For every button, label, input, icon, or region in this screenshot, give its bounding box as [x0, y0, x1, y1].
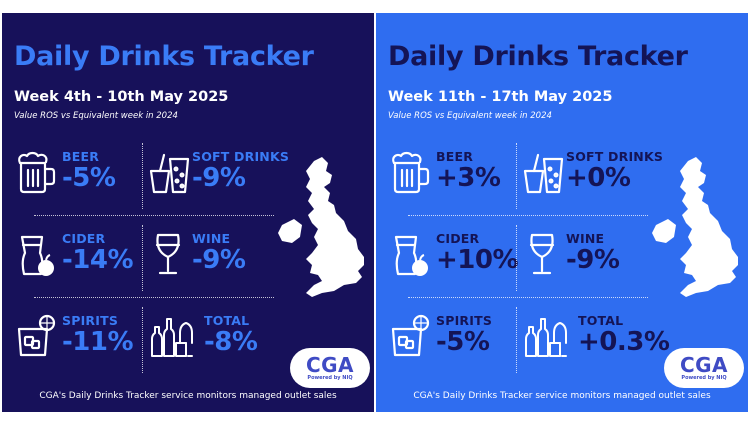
cider-glass-icon — [14, 231, 58, 277]
wine-glass-icon — [520, 231, 564, 277]
comparison-subtitle: Value ROS vs Equivalent week in 2024 — [388, 111, 552, 121]
category-total: TOTAL +0.3% — [520, 313, 670, 373]
bottles-icon — [146, 313, 196, 359]
wine-glass-icon — [146, 231, 190, 277]
footer-note: CGA's Daily Drinks Tracker service monit… — [413, 391, 711, 401]
logo-text: CGA — [679, 352, 729, 377]
category-soft-drinks: SOFT DRINKS -9% — [146, 149, 289, 209]
divider — [408, 215, 648, 216]
panel-week-11-17-may: Daily Drinks Tracker Week 11th - 17th Ma… — [376, 13, 748, 412]
category-value: +0.3% — [578, 327, 670, 357]
cga-logo: CGA Powered by NIQ — [664, 348, 744, 388]
soft-drinks-icon — [146, 149, 190, 195]
category-label: CIDER — [62, 231, 106, 246]
category-wine: WINE -9% — [146, 231, 276, 291]
category-label: SPIRITS — [62, 313, 119, 328]
panel-title: Daily Drinks Tracker — [388, 41, 688, 72]
category-label: WINE — [566, 231, 605, 246]
category-beer: BEER +3% — [388, 149, 518, 209]
category-value: -14% — [62, 245, 134, 275]
category-value: +10% — [436, 245, 519, 275]
spirits-tumbler-icon — [14, 313, 58, 359]
footer-note: CGA's Daily Drinks Tracker service monit… — [39, 391, 337, 401]
category-beer: BEER -5% — [14, 149, 144, 209]
divider — [408, 297, 648, 298]
category-label: TOTAL — [204, 313, 250, 328]
soft-drinks-icon — [520, 149, 564, 195]
category-soft-drinks: SOFT DRINKS +0% — [520, 149, 663, 209]
category-value: -9% — [192, 245, 246, 275]
divider — [516, 307, 517, 373]
category-cider: CIDER -14% — [14, 231, 144, 291]
category-wine: WINE -9% — [520, 231, 650, 291]
category-value: -9% — [192, 163, 246, 193]
comparison-subtitle: Value ROS vs Equivalent week in 2024 — [14, 111, 178, 121]
divider — [34, 297, 274, 298]
uk-map-icon — [646, 153, 746, 303]
beer-mug-icon — [14, 149, 58, 195]
beer-mug-icon — [388, 149, 432, 195]
divider — [516, 225, 517, 291]
week-range: Week 11th - 17th May 2025 — [388, 89, 613, 105]
category-value: -5% — [62, 163, 116, 193]
category-value: -11% — [62, 327, 134, 357]
divider — [142, 143, 143, 209]
category-label: BEER — [436, 149, 474, 164]
category-value: +3% — [436, 163, 501, 193]
divider — [142, 307, 143, 373]
category-value: -8% — [204, 327, 258, 357]
category-cider: CIDER +10% — [388, 231, 519, 291]
cga-logo: CGA Powered by NIQ — [290, 348, 370, 388]
logo-tagline: Powered by NIQ — [681, 374, 727, 381]
divider — [516, 143, 517, 209]
logo-text: CGA — [305, 352, 355, 377]
category-spirits: SPIRITS -11% — [14, 313, 144, 373]
spirits-tumbler-icon — [388, 313, 432, 359]
category-label: SOFT DRINKS — [192, 149, 290, 164]
uk-map-icon — [272, 153, 372, 303]
week-range: Week 4th - 10th May 2025 — [14, 89, 229, 105]
category-label: SOFT DRINKS — [566, 149, 664, 164]
category-label: SPIRITS — [436, 313, 493, 328]
category-label: BEER — [62, 149, 100, 164]
logo-tagline: Powered by NIQ — [307, 374, 353, 381]
category-value: -5% — [436, 327, 490, 357]
cider-glass-icon — [388, 231, 432, 277]
category-label: WINE — [192, 231, 231, 246]
category-spirits: SPIRITS -5% — [388, 313, 518, 373]
bottles-icon — [520, 313, 570, 359]
category-value: +0% — [566, 163, 631, 193]
divider — [142, 225, 143, 291]
category-value: -9% — [566, 245, 620, 275]
divider — [34, 215, 274, 216]
category-total: TOTAL -8% — [146, 313, 276, 373]
category-label: CIDER — [436, 231, 480, 246]
panel-week-4-10-may: Daily Drinks Tracker Week 4th - 10th May… — [2, 13, 374, 412]
panel-title: Daily Drinks Tracker — [14, 41, 314, 72]
category-label: TOTAL — [578, 313, 624, 328]
